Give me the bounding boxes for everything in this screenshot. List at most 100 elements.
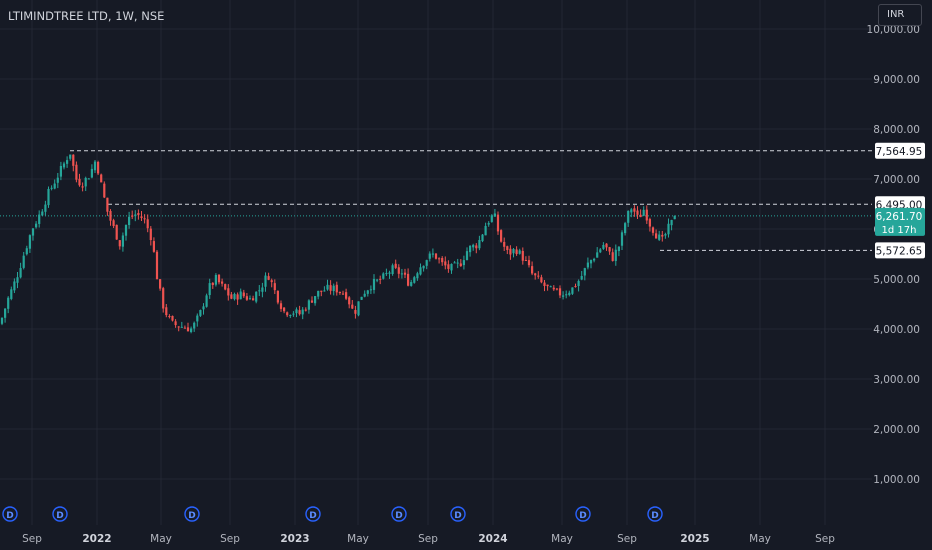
time-tick-label: Sep bbox=[815, 533, 835, 545]
candle-body bbox=[577, 280, 580, 287]
candle-body bbox=[320, 290, 323, 292]
candle-body bbox=[413, 277, 416, 283]
candle-body bbox=[472, 244, 475, 248]
candle-body bbox=[366, 290, 369, 294]
candle-body bbox=[261, 287, 264, 292]
candle-body bbox=[571, 287, 574, 294]
time-axis[interactable]: Sep 2022 May Sep 2023 May Sep 2024 May Sep 2025 May… bbox=[22, 533, 835, 545]
candle-body bbox=[410, 282, 413, 286]
candle-body bbox=[515, 249, 518, 255]
candle-body bbox=[425, 260, 428, 266]
candle-body bbox=[286, 312, 289, 316]
candle-body bbox=[422, 265, 425, 269]
candle-body bbox=[109, 210, 112, 221]
candle-body bbox=[434, 253, 438, 259]
candle-body bbox=[47, 188, 50, 206]
candle-body bbox=[558, 288, 562, 296]
candle-body bbox=[258, 290, 261, 292]
candle-body bbox=[289, 314, 292, 316]
candle-body bbox=[0, 317, 4, 324]
candle-body bbox=[512, 248, 515, 254]
price-tick-label: 1,000.00 bbox=[873, 474, 920, 486]
candle-body bbox=[245, 296, 248, 300]
candle-body bbox=[475, 245, 478, 249]
countdown-label: 1d 17h bbox=[882, 225, 917, 236]
candle-body bbox=[22, 255, 25, 268]
price-tick-label: 5,000.00 bbox=[873, 274, 920, 286]
dividend-marker-label: D bbox=[395, 511, 402, 521]
candle-body bbox=[155, 251, 159, 280]
candle-body bbox=[639, 214, 642, 218]
candle-body bbox=[97, 161, 100, 174]
candle-body bbox=[236, 294, 239, 300]
candle-body bbox=[614, 249, 617, 261]
dividend-marker-circle bbox=[391, 506, 407, 522]
candle-body bbox=[134, 214, 137, 217]
candle-body bbox=[128, 216, 131, 226]
candle-body bbox=[38, 214, 41, 224]
candle-body bbox=[338, 291, 341, 293]
candle-body bbox=[304, 309, 307, 311]
candle-body bbox=[131, 215, 134, 217]
candle-body bbox=[233, 293, 236, 300]
candle-body bbox=[202, 306, 205, 310]
dividend-marker-label: D bbox=[579, 511, 586, 521]
candle-body bbox=[658, 234, 661, 240]
candle-body bbox=[524, 260, 527, 262]
price-tick-label: 10,000.00 bbox=[867, 24, 920, 36]
dividend-marker-circle bbox=[647, 506, 663, 522]
time-tick-label: 2022 bbox=[82, 533, 111, 545]
candle-body bbox=[416, 273, 419, 279]
candle-body bbox=[667, 223, 670, 235]
candle-body bbox=[270, 280, 273, 283]
candle-body bbox=[90, 168, 93, 178]
candle-body bbox=[565, 294, 568, 296]
candle-body bbox=[444, 261, 447, 266]
candle-body bbox=[552, 287, 555, 290]
candle-body bbox=[93, 161, 97, 171]
candle-body bbox=[174, 321, 177, 326]
currency-selector[interactable]: INR bbox=[878, 4, 922, 26]
candle-body bbox=[56, 177, 59, 183]
candle-body bbox=[655, 233, 658, 239]
candle-body bbox=[490, 215, 493, 222]
candle-body bbox=[345, 292, 348, 299]
candle-body bbox=[627, 210, 630, 223]
candle-body bbox=[363, 293, 366, 297]
candle-body bbox=[44, 204, 47, 212]
candle-body bbox=[574, 286, 577, 288]
candle-body bbox=[115, 224, 118, 240]
time-tick-label: May bbox=[150, 533, 172, 545]
candle-body bbox=[143, 218, 146, 220]
candle-body bbox=[199, 310, 202, 316]
dividend-marker: D bbox=[2, 506, 18, 522]
candle-body bbox=[165, 307, 168, 316]
candle-body bbox=[589, 260, 593, 264]
candle-body bbox=[41, 211, 44, 216]
candle-body bbox=[323, 290, 326, 292]
candle-body bbox=[193, 322, 196, 329]
candle-body bbox=[292, 313, 295, 315]
time-tick-label: Sep bbox=[220, 533, 240, 545]
candle-body bbox=[310, 300, 314, 303]
candle-body bbox=[593, 258, 596, 261]
candle-body bbox=[66, 160, 69, 164]
candle-body bbox=[664, 234, 667, 236]
time-tick-label: May bbox=[551, 533, 573, 545]
candle-body bbox=[332, 285, 335, 292]
candle-body bbox=[50, 187, 53, 189]
candle-body bbox=[112, 220, 115, 227]
candle-body bbox=[348, 297, 351, 305]
candle-body bbox=[555, 288, 558, 290]
candle-body bbox=[171, 315, 174, 321]
candle-body bbox=[509, 248, 512, 255]
last-price-tag bbox=[875, 207, 925, 236]
candle-body bbox=[543, 282, 546, 286]
candle-body bbox=[78, 178, 81, 186]
candle-body bbox=[407, 273, 410, 286]
candle-body bbox=[369, 289, 372, 291]
candle-body bbox=[149, 228, 152, 241]
candle-body bbox=[360, 296, 363, 300]
